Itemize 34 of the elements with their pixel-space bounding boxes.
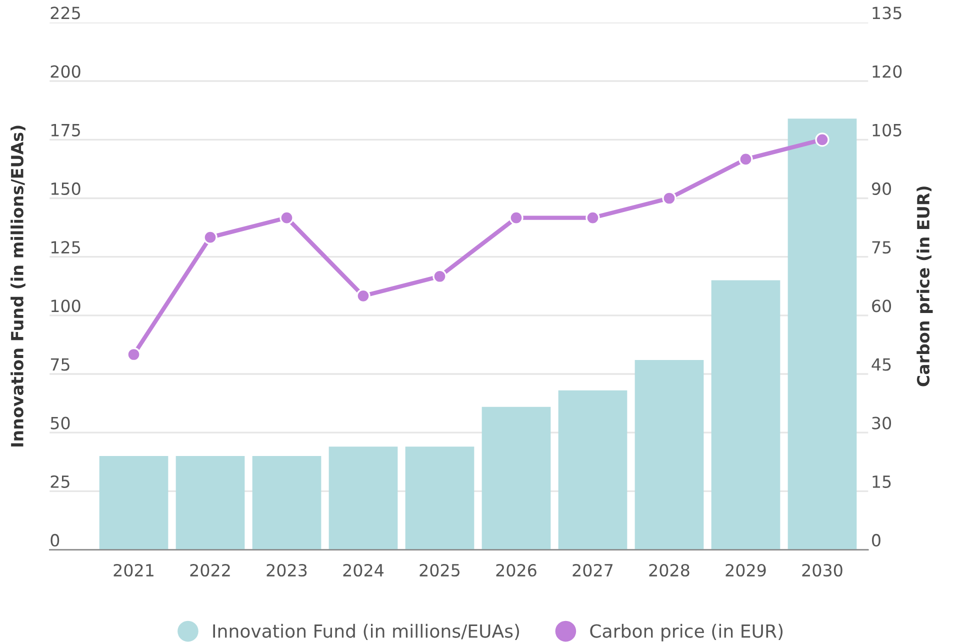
x-tick-label: 2023: [266, 564, 307, 577]
legend-label: Carbon price (in EUR): [590, 624, 783, 642]
y-tick-label: 150: [51, 182, 80, 196]
x-tick-label: 2030: [802, 564, 842, 577]
y2-tick-label: 90: [872, 182, 892, 196]
y2-axis-title: Carbon price (in EUR): [916, 186, 933, 386]
y-tick-label: 100: [51, 300, 80, 312]
x-tick-label: 2028: [649, 564, 690, 577]
legend-label: Innovation Fund (in millions/EUAs): [213, 624, 520, 640]
x-tick-label: 2029: [726, 564, 766, 577]
x-tick-label: 2021: [114, 564, 154, 577]
y2-tick-label: 45: [872, 358, 891, 371]
y-tick-label: 0: [50, 534, 60, 547]
y-tick-label: 225: [50, 6, 80, 20]
y-tick-label: 75: [50, 358, 70, 371]
x-tick-label: 2026: [496, 564, 536, 577]
y2-tick-label: 135: [872, 6, 902, 20]
y-tick-label: 125: [51, 241, 80, 254]
y2-tick-label: 75: [872, 241, 891, 254]
y-tick-label: 25: [50, 475, 70, 488]
x-tick-label: 2027: [572, 564, 613, 577]
y-tick-label: 200: [50, 65, 80, 78]
y2-tick-label: 0: [872, 534, 880, 547]
y-tick-label: 50: [50, 416, 70, 430]
y-axis-title: Innovation Fund (in millions/EUAs): [10, 126, 26, 446]
y2-tick-label: 120: [872, 65, 902, 78]
y-tick-label: 175: [51, 124, 80, 136]
x-tick-label: 2024: [343, 564, 384, 577]
x-tick-label: 2025: [420, 564, 460, 577]
y2-tick-label: 15: [872, 476, 891, 488]
y2-tick-label: 60: [872, 300, 892, 312]
x-tick-label: 2022: [190, 564, 230, 577]
y2-tick-label: 105: [872, 124, 902, 136]
y2-tick-label: 30: [872, 416, 892, 430]
